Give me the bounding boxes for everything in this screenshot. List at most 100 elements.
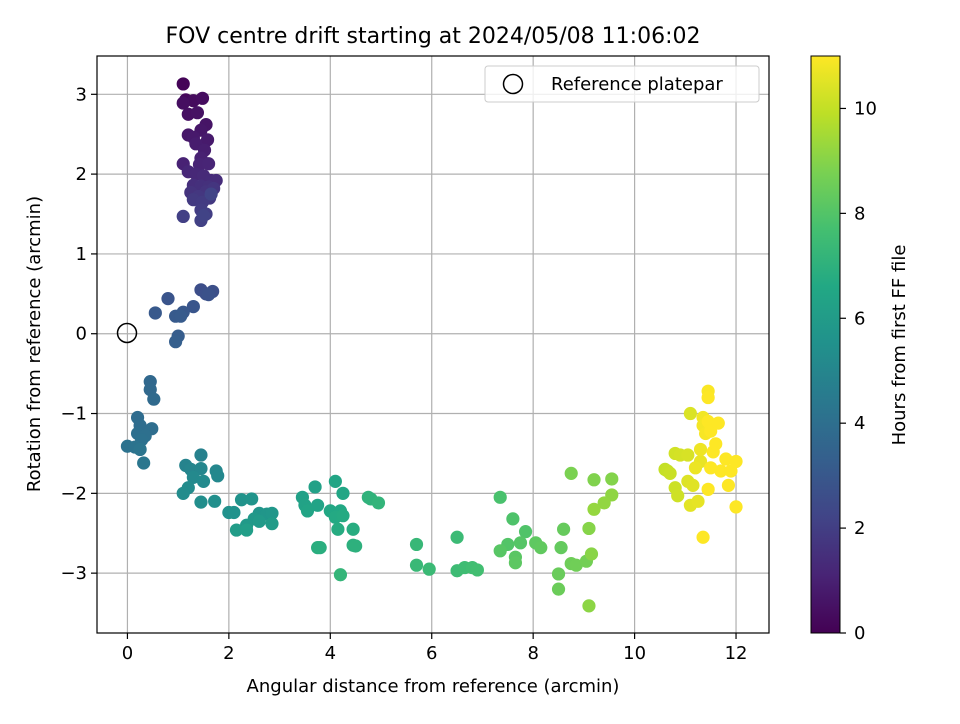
data-point [513,536,528,550]
data-point [186,470,200,484]
data-point [605,472,619,486]
data-point [721,478,736,492]
y-tick-label: 1 [76,244,87,265]
data-point [729,454,743,469]
legend-label: Reference platepar [551,74,723,95]
x-tick-label: 8 [527,643,538,664]
data-point [506,512,520,526]
y-tick-label: −3 [60,563,87,584]
data-point [709,437,723,451]
colorbar [810,55,841,634]
data-point [227,505,241,520]
data-point [300,504,315,518]
data-point [161,292,175,306]
data-point [204,187,218,201]
data-point [137,456,151,470]
data-point [493,490,507,504]
data-point [133,442,147,457]
data-point [313,541,327,555]
data-point [174,309,188,323]
data-point [196,474,211,488]
data-point [186,299,200,314]
x-tick-label: 0 [122,643,133,664]
colorbar-ticks: 0 2 4 6 8 10 [840,98,877,644]
data-point [518,525,533,539]
data-point [336,509,350,523]
data-point [729,500,743,514]
x-tick-label: 10 [623,643,646,664]
data-point [681,448,695,462]
data-point [200,133,215,147]
data-point [569,558,583,572]
data-point [311,498,325,512]
data-point [349,539,363,553]
data-point [663,466,677,480]
grid-lines [97,56,769,633]
y-axis-label: Rotation from reference (arcmin) [24,196,45,492]
data-point [582,599,596,613]
data-point [584,547,599,561]
x-axis-label: Angular distance from reference (arcmin) [247,676,620,697]
data-point [719,452,733,466]
colorbar-tick-label: 6 [854,308,865,329]
colorbar-tick-label: 4 [854,413,865,434]
data-point [176,209,190,224]
data-point [470,563,484,577]
data-point [701,482,715,496]
x-tick-label: 2 [223,643,234,664]
y-tick-label: 0 [76,324,87,345]
data-point [493,544,507,558]
y-tick-label: −1 [60,404,87,425]
data-point [693,442,708,457]
data-point [265,506,279,520]
data-point [701,390,715,405]
data-point [691,494,705,508]
data-point [346,522,360,536]
data-point [597,496,611,510]
data-point [252,514,266,528]
data-point [229,523,244,537]
data-point [333,568,348,582]
data-point [587,502,601,516]
data-point [688,461,703,475]
colorbar-tick-label: 8 [854,203,865,224]
y-tick-label: 2 [76,164,87,185]
data-point [308,480,322,494]
data-point [686,478,700,492]
data-point [551,567,566,581]
y-axis-ticks: −3 −2 −1 0 1 2 3 [60,84,97,584]
data-point [704,461,718,475]
colorbar-label: Hours from first FF file [889,245,910,446]
data-point [176,77,190,91]
data-point [265,517,279,531]
data-point [714,464,728,478]
data-point [196,209,211,223]
legend-box [484,65,760,103]
data-point [194,448,208,462]
data-point [409,537,424,552]
data-point [194,461,208,476]
data-point [582,521,596,536]
legend: Reference platepar [484,65,760,103]
data-point [554,541,568,555]
legend-marker [502,73,524,95]
x-axis-ticks: 0 2 4 6 8 10 12 [122,633,748,664]
data-point [551,582,566,596]
data-points [120,77,743,613]
data-point [190,106,205,120]
data-point [211,469,225,483]
data-point [564,466,578,480]
data-point [148,306,162,320]
colorbar-tick-label: 2 [854,518,865,539]
x-tick-label: 6 [426,643,437,664]
data-point [696,530,710,544]
data-point [683,406,697,421]
data-point [240,523,254,537]
data-point [409,558,424,572]
data-point [176,486,190,500]
y-tick-label: −2 [60,483,87,504]
x-tick-label: 12 [725,643,748,664]
data-point [147,392,161,406]
